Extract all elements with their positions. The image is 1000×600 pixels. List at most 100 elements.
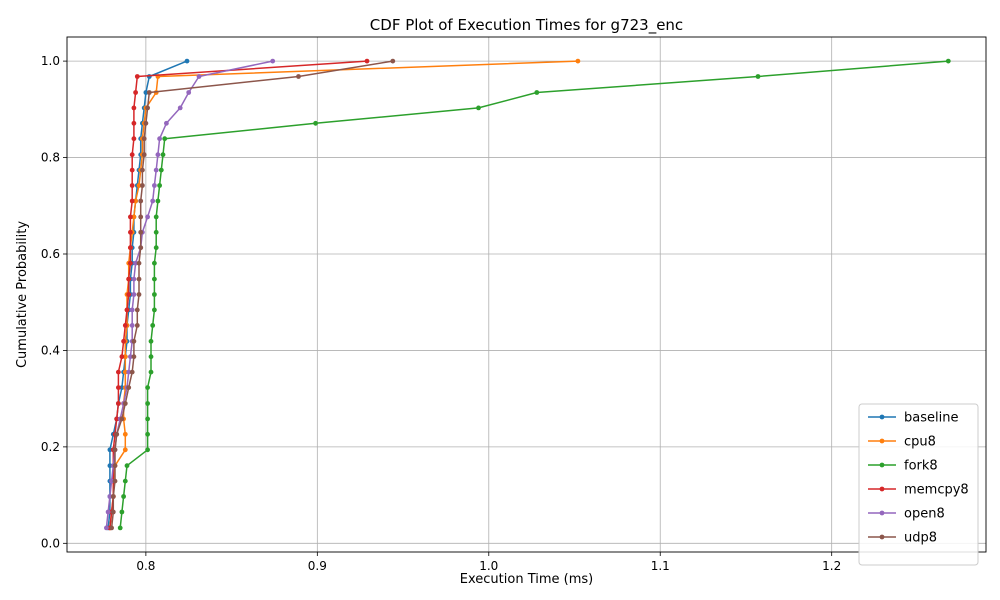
data-point <box>122 401 128 406</box>
data-point <box>114 431 120 437</box>
y-tick-label: 0.6 <box>41 247 60 261</box>
x-tick-label: 1.0 <box>479 559 498 573</box>
data-point <box>122 431 128 437</box>
data-point <box>126 292 132 297</box>
data-point <box>124 463 130 469</box>
y-tick-label: 0.8 <box>41 151 60 165</box>
data-point <box>153 214 159 220</box>
data-point <box>116 385 121 390</box>
legend-entry: udp8 <box>868 531 937 546</box>
legend-label: memcpy8 <box>904 483 969 498</box>
legend-box <box>858 403 979 566</box>
data-point <box>127 260 133 266</box>
data-point <box>148 338 154 344</box>
data-point <box>127 229 133 235</box>
data-point <box>134 74 140 79</box>
data-point <box>153 229 159 235</box>
data-point <box>141 152 147 158</box>
data-point <box>109 525 114 531</box>
data-point <box>136 276 142 282</box>
data-point <box>122 354 128 360</box>
data-point <box>122 447 128 453</box>
data-point <box>119 385 125 390</box>
data-point <box>104 525 109 531</box>
data-point <box>109 478 114 484</box>
data-point <box>155 152 161 158</box>
chart-title: CDF Plot of Execution Times for g723_enc <box>370 16 683 35</box>
series-layer <box>104 58 951 531</box>
data-point <box>160 152 166 158</box>
data-point <box>162 136 168 142</box>
data-point <box>143 120 149 126</box>
data-point <box>107 494 113 499</box>
legend: baseline cpu8 fork8 memcpy8 open8 udp8 <box>858 403 979 566</box>
data-point <box>112 478 118 484</box>
data-point <box>129 167 135 173</box>
legend-entry: open8 <box>868 507 945 522</box>
data-point <box>112 447 118 453</box>
data-point <box>145 385 151 390</box>
data-point <box>945 58 951 64</box>
legend-swatch-marker <box>879 462 885 468</box>
data-point <box>364 58 370 64</box>
data-point <box>131 354 137 360</box>
plot-frame <box>66 36 987 553</box>
data-point <box>119 509 125 515</box>
data-point <box>126 276 132 282</box>
data-point <box>476 105 481 111</box>
data-point <box>122 478 128 484</box>
series-udp8 <box>109 58 396 531</box>
data-point <box>134 323 140 328</box>
data-point <box>145 401 151 406</box>
data-point <box>152 276 157 282</box>
data-point <box>114 416 120 422</box>
data-point <box>110 494 116 499</box>
data-point <box>122 323 128 328</box>
legend-label: udp8 <box>904 531 937 546</box>
data-point <box>158 167 164 173</box>
data-point <box>270 58 276 64</box>
data-point <box>131 136 137 142</box>
legend-swatch-marker <box>879 534 885 540</box>
data-point <box>390 58 396 64</box>
legend-label: cpu8 <box>904 435 936 450</box>
data-point <box>145 105 151 111</box>
data-point <box>575 58 581 64</box>
y-tick-label: 0.2 <box>41 440 60 454</box>
y-axis-label: Cumulative Probability <box>15 221 30 368</box>
data-point <box>148 369 154 375</box>
legend-label: fork8 <box>904 459 938 474</box>
data-point <box>129 183 135 188</box>
data-point <box>121 338 126 344</box>
data-point <box>138 198 144 204</box>
data-point <box>150 323 156 328</box>
x-tick-label: 1.1 <box>651 559 670 573</box>
data-point <box>129 198 135 204</box>
data-point <box>129 369 135 375</box>
data-point <box>145 447 151 453</box>
y-tick-label: 1.0 <box>41 54 60 68</box>
data-point <box>131 276 137 282</box>
x-tick-label: 0.8 <box>136 559 155 573</box>
data-point <box>152 292 157 297</box>
data-point <box>105 509 111 515</box>
data-point <box>127 245 133 251</box>
data-point <box>138 245 144 251</box>
legend-label: baseline <box>904 411 958 426</box>
legend-swatch-marker <box>879 414 885 420</box>
axis-ticks: 0.8 0.9 1.0 1.1 1.2 0.0 0.2 0.4 0.6 0.8 1.0 <box>41 54 841 573</box>
legend-entry: memcpy8 <box>868 483 969 498</box>
data-point <box>138 214 144 220</box>
x-tick-label: 1.2 <box>822 559 841 573</box>
data-point <box>164 120 169 126</box>
data-point <box>140 183 145 188</box>
series-fork8 <box>117 58 951 531</box>
data-point <box>119 354 125 360</box>
data-point <box>116 369 121 375</box>
data-point <box>145 431 151 437</box>
data-point <box>146 90 152 95</box>
data-point <box>140 167 145 173</box>
data-point <box>157 183 163 188</box>
x-tick-label: 0.9 <box>308 559 327 573</box>
